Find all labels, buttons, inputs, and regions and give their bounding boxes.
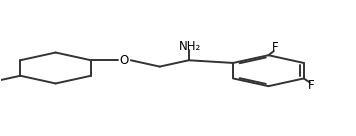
Text: NH₂: NH₂: [179, 40, 201, 53]
Text: F: F: [308, 79, 315, 92]
Text: F: F: [272, 41, 279, 54]
Text: O: O: [120, 54, 129, 67]
